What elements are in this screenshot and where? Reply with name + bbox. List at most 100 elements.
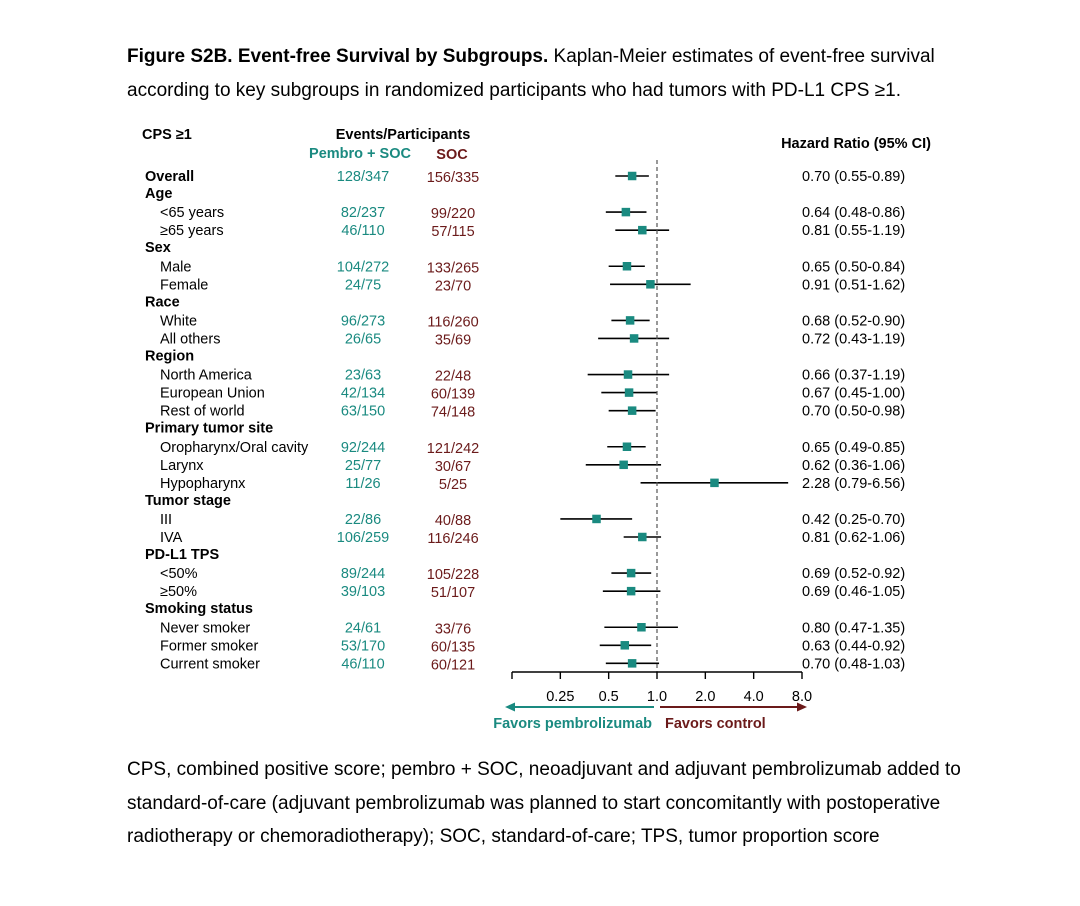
x-tick-label: 0.25: [546, 689, 574, 705]
population-header: CPS ≥1: [142, 127, 192, 143]
row-label: Never smoker: [160, 620, 250, 636]
arm1-header: Pembro + SOC: [309, 146, 411, 162]
row-label: Female: [160, 277, 208, 293]
arm1-value: 63/150: [341, 404, 385, 420]
forest-row: Current smoker 46/110 60/121 0.70 (0.48-1.0…: [160, 656, 905, 673]
events-header: Events/Participants: [336, 127, 471, 143]
favors-right-label: Favors control: [665, 716, 766, 732]
arm1-value: 96/273: [341, 313, 385, 329]
x-axis: 0.25 0.5 1.0 2.0 4.0 8.0 Favors pembrolizumab F…: [493, 160, 812, 732]
arm2-value: 60/135: [431, 639, 475, 655]
arm2-value: 23/70: [435, 278, 471, 294]
row-label: IVA: [160, 530, 183, 546]
hr-marker: [624, 388, 634, 397]
arm1-value: 24/75: [345, 277, 381, 293]
arm1-value: 26/65: [345, 331, 381, 347]
arm1-value: 11/26: [345, 476, 380, 492]
hr-marker: [622, 262, 632, 271]
forest-row: North America 23/63 22/48 0.66 (0.37-1.19): [160, 368, 905, 385]
arm1-value: 23/63: [345, 368, 381, 384]
row-label: Larynx: [160, 458, 204, 474]
forest-row: Rest of world 63/150 74/148 0.70 (0.50-0.98…: [160, 404, 905, 421]
forest-row: Female 24/75 23/70 0.91 (0.51-1.62): [160, 277, 905, 294]
row-label: III: [160, 512, 172, 528]
arm2-value: 60/121: [431, 657, 475, 673]
hr-marker: [710, 478, 719, 488]
row-label: Male: [160, 259, 191, 275]
subgroup-header: Tumor stage: [145, 493, 231, 509]
row-label: Former smoker: [160, 638, 258, 654]
arm2-value: 22/48: [435, 369, 471, 385]
arm2-value: 57/115: [431, 224, 474, 240]
arm1-value: 128/347: [337, 169, 389, 185]
hr-value: 0.66 (0.37-1.19): [802, 368, 905, 384]
forest-row: PD-L1 TPS: [145, 547, 219, 563]
subgroup-header: Primary tumor site: [145, 421, 273, 437]
hr-value: 0.65 (0.50-0.84): [802, 259, 905, 275]
forest-row: Hypopharynx 11/26 5/25 2.28 (0.79-6.56): [160, 476, 905, 493]
forest-row: <50% 89/244 105/228 0.69 (0.52-0.92): [160, 566, 905, 583]
hr-value: 0.70 (0.48-1.03): [802, 656, 905, 672]
arm2-value: 40/88: [435, 513, 471, 529]
hr-value: 0.69 (0.46-1.05): [802, 584, 905, 600]
subgroup-header: Sex: [145, 240, 171, 256]
x-tick-label: 4.0: [744, 689, 764, 705]
arm2-value: 116/260: [427, 314, 478, 330]
hr-marker: [592, 514, 601, 524]
figure-title: Figure S2B. Event-free Survival by Subgr…: [127, 46, 549, 67]
row-label: ≥65 years: [160, 223, 224, 239]
hr-marker: [627, 659, 637, 668]
hr-value: 0.69 (0.52-0.92): [802, 566, 905, 582]
arm2-header: SOC: [436, 147, 468, 163]
hr-marker: [637, 623, 646, 632]
hr-value: 0.70 (0.55-0.89): [802, 169, 905, 185]
arrowhead-left-icon: [505, 702, 515, 712]
forest-row: Region: [145, 349, 194, 365]
arm1-value: 106/259: [337, 530, 389, 546]
forest-row: Larynx 25/77 30/67 0.62 (0.36-1.06): [160, 458, 905, 475]
arm2-value: 35/69: [435, 332, 471, 348]
arm1-value: 82/237: [341, 205, 385, 221]
row-label: Current smoker: [160, 656, 260, 672]
forest-row: Former smoker 53/170 60/135 0.63 (0.44-0.92…: [160, 638, 905, 655]
hr-marker: [620, 641, 630, 650]
x-tick-label: 1.0: [647, 689, 667, 705]
hr-marker: [627, 406, 637, 415]
hr-value: 0.81 (0.55-1.19): [802, 223, 905, 239]
forest-row: ≥50% 39/103 51/107 0.69 (0.46-1.05): [160, 584, 905, 601]
hr-marker: [626, 568, 636, 578]
row-label: Overall: [145, 169, 194, 185]
hr-value: 0.65 (0.49-0.85): [802, 440, 905, 456]
forest-row: Smoking status: [145, 601, 253, 617]
hr-marker: [625, 316, 635, 325]
row-label: White: [160, 313, 197, 329]
arm1-value: 53/170: [341, 638, 385, 654]
hr-value: 0.42 (0.25-0.70): [802, 512, 905, 528]
forest-rows: Overall 128/347 156/335 0.70 (0.55-0.89) Age…: [145, 169, 905, 673]
arm1-value: 42/134: [341, 386, 385, 402]
arm1-value: 22/86: [345, 512, 381, 528]
row-label: <65 years: [160, 205, 224, 221]
hr-value: 0.72 (0.43-1.19): [802, 331, 905, 347]
row-label: Rest of world: [160, 404, 245, 420]
hr-marker: [629, 334, 639, 343]
row-label: ≥50%: [160, 584, 197, 600]
hr-value: 0.91 (0.51-1.62): [802, 277, 905, 293]
arm2-value: 156/335: [427, 170, 479, 186]
favors-left-label: Favors pembrolizumab: [493, 716, 652, 732]
arm1-value: 46/110: [341, 223, 384, 239]
subgroup-header: Smoking status: [145, 601, 253, 617]
forest-row: Age: [145, 186, 172, 202]
footnote: CPS, combined positive score; pembro + S…: [127, 759, 961, 847]
forest-row: <65 years 82/237 99/220 0.64 (0.48-0.86): [160, 205, 905, 222]
forest-row: Primary tumor site: [145, 421, 273, 437]
subgroup-header: Race: [145, 294, 180, 310]
forest-row: III 22/86 40/88 0.42 (0.25-0.70): [160, 512, 905, 529]
hr-value: 0.67 (0.45-1.00): [802, 386, 905, 402]
forest-row: Never smoker 24/61 33/76 0.80 (0.47-1.35): [160, 620, 905, 637]
arm2-value: 116/246: [427, 531, 478, 547]
row-label: <50%: [160, 566, 198, 582]
arm2-value: 30/67: [435, 459, 471, 475]
x-tick-label: 2.0: [695, 689, 715, 705]
